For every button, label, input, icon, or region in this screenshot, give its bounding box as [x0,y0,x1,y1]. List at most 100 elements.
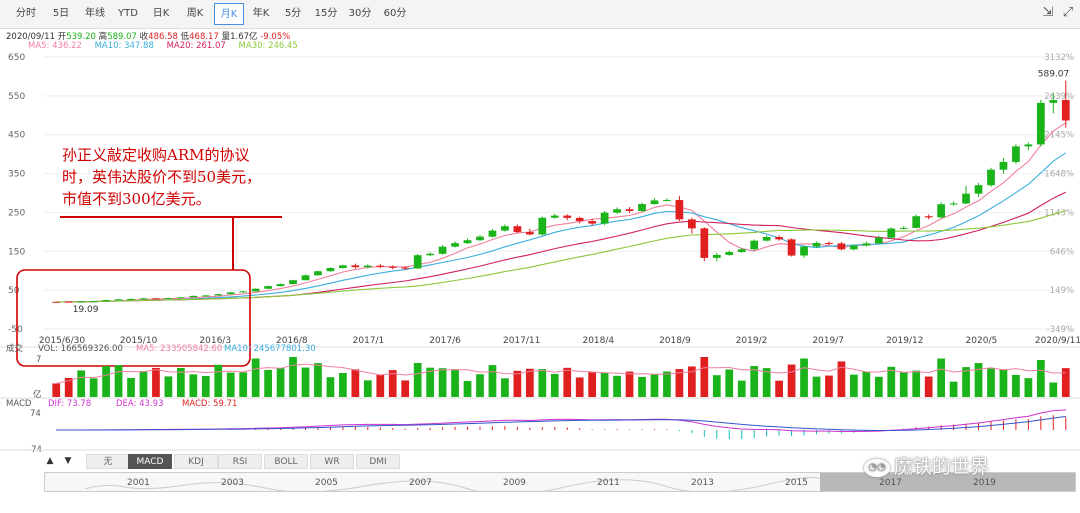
candle [812,241,821,248]
volume-bar [264,369,272,397]
info-high: 589.07 [107,32,137,42]
candle-body [289,280,297,285]
candle [189,295,198,298]
candle-body [762,237,771,241]
watermark: ◔◔ 魔铁的世界 [864,452,989,479]
candle [264,285,272,290]
candle-body [725,252,734,255]
tab-0[interactable]: 分时 [16,8,36,19]
candle-body [800,246,808,256]
candle [987,167,995,187]
indicator-btn-rsi[interactable]: RSI [218,454,262,469]
tab-11[interactable]: 60分 [383,8,407,19]
indicator-bar: ▲ ▼ 无 MACD KDJ RSI BOLL WR DMI [40,452,1080,470]
tab-7[interactable]: 年K [252,8,270,19]
candle [52,301,61,303]
candle [1012,144,1020,164]
volume-bar [613,375,621,397]
volume-bar [912,370,921,397]
volume-bar [850,374,858,397]
indicator-btn-wr[interactable]: WR [310,454,354,469]
volume-bar [563,367,572,397]
macd-value: MACD: 59.71 [182,399,237,409]
indicator-btn-无[interactable]: 无 [86,454,130,469]
volume-bar [64,377,73,397]
candle [1024,142,1033,151]
candle [974,182,983,197]
candle [164,297,173,300]
volume-bar [974,363,983,397]
volume-bar [675,369,684,397]
volume-bar [1012,374,1020,397]
right-tick-label: 3132% [1044,53,1074,63]
annotation-line-1: 孙正义敲定收购ARM的协议 [62,146,250,164]
candle [949,201,958,206]
candle-body [1024,144,1033,147]
candle-body [226,292,235,295]
x-tick-label: 2020/5 [966,336,998,346]
tab-1[interactable]: 5日 [52,8,70,19]
volume-bar [962,367,970,397]
candle [675,195,684,222]
candle [725,250,734,256]
navigator-year: 2017 [879,478,902,488]
expand-icon[interactable]: ⤢ [1062,5,1074,20]
tab-6[interactable]: 月K [214,3,244,25]
stock-chart[interactable]: 650 550 450 350 250 150 50 -50 3132% 2639% 2145% 16… [0,0,1080,470]
indicator-btn-boll[interactable]: BOLL [264,454,308,469]
candle-body [201,295,210,297]
tab-8[interactable]: 5分 [284,8,302,19]
x-tick-label: 2017/11 [503,336,540,346]
volume-bar [987,368,995,397]
tab-9[interactable]: 15分 [314,8,338,19]
candle-body [962,193,970,204]
collapse-icon[interactable]: ⇲ [1042,5,1054,20]
candle-body [164,298,173,300]
candle [201,294,210,297]
volume-bar [239,372,248,397]
ma10-legend: MA10: 347.88 [94,41,154,51]
candle [638,202,646,212]
tab-10[interactable]: 30分 [348,8,372,19]
volume-bar [800,358,808,397]
candle-body [1012,146,1020,162]
indicator-btn-kdj[interactable]: KDJ [174,454,218,469]
candle-body [127,298,135,300]
candle-body [600,212,609,224]
volume-bar [301,367,310,397]
scroll-down-button[interactable]: ▼ [64,456,72,466]
candle-body [314,271,322,276]
candle-body [700,228,709,258]
indicator-btn-macd[interactable]: MACD [128,454,172,469]
candle [127,298,135,300]
tab-5[interactable]: 周K [186,8,204,19]
ma30-line [56,210,1066,303]
scroll-up-button[interactable]: ▲ [46,456,54,466]
ma10-line [56,152,1067,303]
candle-body [1049,100,1058,103]
candle-body [214,294,223,296]
candle [89,300,98,303]
y-tick-label: 450 [8,131,25,141]
volume-bar [588,371,597,397]
x-tick-label: 2018/4 [582,336,614,346]
tab-4[interactable]: 日K [152,8,170,19]
time-navigator[interactable]: 2001 2003 2005 2007 2009 2011 2013 2015 2017 2019 [44,472,1076,492]
candle-body [912,216,921,228]
candle-body [712,254,721,258]
x-tick-label: 2017/1 [353,336,385,346]
volume-bar [363,380,372,397]
navigator-selection[interactable] [820,473,1075,491]
volume-unit: 亿 [33,389,42,400]
candle-body [152,298,160,300]
candle-body [264,286,272,289]
candle [501,224,509,232]
candle [251,288,260,292]
tab-3[interactable]: YTD [118,8,138,19]
candle [850,244,858,251]
candle-body [363,265,372,268]
indicator-btn-dmi[interactable]: DMI [356,454,400,469]
candle [800,245,808,258]
tab-2[interactable]: 年线 [85,8,105,19]
candle [463,238,472,245]
